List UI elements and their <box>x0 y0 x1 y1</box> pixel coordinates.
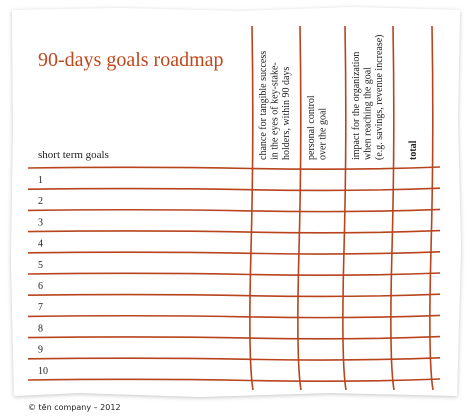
column-line <box>390 25 395 391</box>
row-line <box>27 187 441 192</box>
title: 90-days goals roadmap <box>38 49 224 71</box>
row-number: 2 <box>38 196 43 207</box>
row-line <box>27 166 441 171</box>
row-line <box>27 208 441 213</box>
row-number: 9 <box>38 345 43 356</box>
row-line <box>27 229 441 234</box>
row-number: 7 <box>38 302 43 313</box>
footer: © tēn company – 2012 <box>28 403 121 412</box>
column-line <box>429 25 434 391</box>
column-header: impact for the organization <box>351 52 362 160</box>
row-line <box>27 251 441 255</box>
row-numbers: 1 2 3 4 5 6 7 8 9 10 <box>38 175 48 377</box>
row-number: 4 <box>38 239 43 250</box>
goals-label: short term goals <box>38 149 109 161</box>
row-number: 5 <box>38 260 43 271</box>
row-line <box>27 378 441 383</box>
column-line <box>342 25 347 391</box>
column-header: over the goal <box>318 108 329 160</box>
column-header: chance for tangible success <box>258 51 269 160</box>
row-number: 1 <box>38 175 43 186</box>
column-header: in the eyes of key-stake- <box>270 62 281 160</box>
column-line <box>249 25 254 391</box>
row-number: 10 <box>38 366 48 377</box>
column-header: (e.g. savings, revenue increase) <box>374 35 385 161</box>
column-headers: chance for tangible success in the eyes o… <box>258 35 419 161</box>
row-number: 6 <box>38 281 43 292</box>
column-header: holders, within 90 days <box>281 67 292 160</box>
grid <box>27 25 441 391</box>
column-header: when reaching the goal <box>363 67 374 160</box>
paper <box>11 7 461 397</box>
column-header: personal control <box>306 95 317 160</box>
column-line <box>297 25 302 391</box>
row-number: 3 <box>38 217 43 228</box>
column-header: total <box>408 140 419 160</box>
row-number: 8 <box>38 323 43 334</box>
